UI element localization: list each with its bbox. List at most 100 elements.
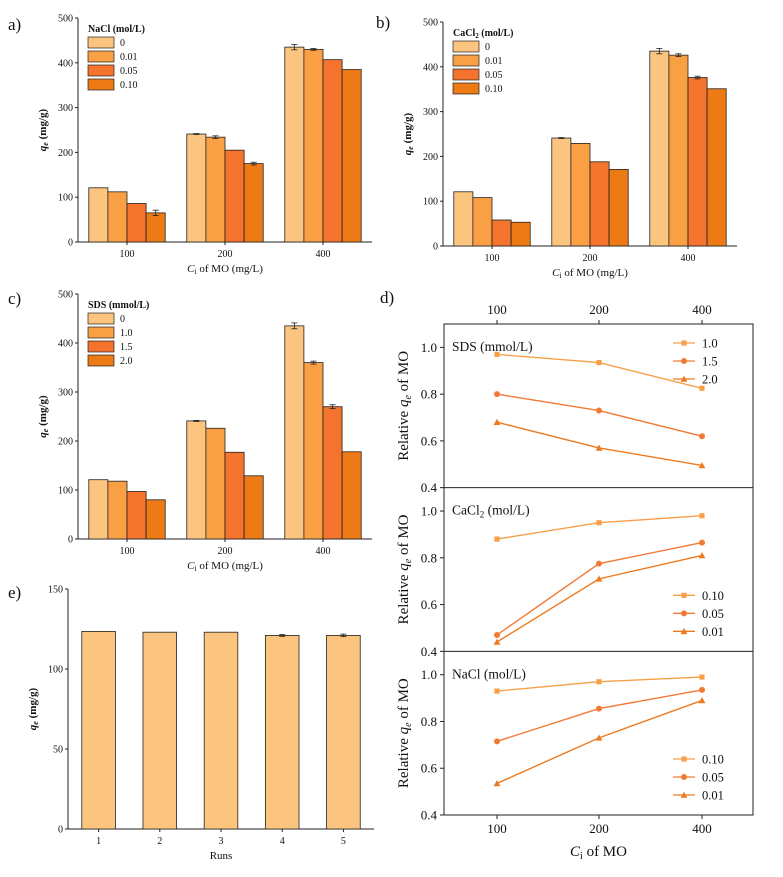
bar [570, 143, 591, 247]
bar [608, 168, 629, 247]
x-tick-label: 100 [120, 546, 135, 557]
bar [107, 191, 128, 243]
legend-swatch [452, 40, 480, 53]
x-tick-label: 200 [583, 253, 598, 264]
legend-label: 1.5 [120, 342, 133, 353]
bar [186, 133, 207, 243]
y-axis-title: qe (mg/g) [402, 112, 415, 155]
y-tick-label: 400 [423, 62, 438, 73]
legend-marker-circle [681, 610, 687, 617]
data-point-circle [494, 391, 500, 398]
data-point-circle [494, 738, 500, 745]
bar [243, 163, 264, 243]
data-point-square [699, 385, 705, 391]
data-point-square [596, 359, 602, 366]
series-line [496, 541, 703, 636]
y-tick-label: 0.8 [421, 387, 437, 402]
x-tick-label: 100 [120, 249, 135, 260]
group-title: CaCl2 (mol/L) [452, 503, 530, 520]
data-point-square [494, 351, 500, 357]
bar [203, 631, 239, 830]
legend-swatch [87, 340, 115, 353]
bar [706, 88, 727, 247]
bar [107, 480, 128, 540]
data-point-triangle [595, 444, 603, 451]
bar [186, 420, 207, 540]
legend-swatch [87, 326, 115, 339]
legend-swatch [87, 50, 115, 63]
y-tick-label: 0.4 [421, 808, 438, 823]
y-tick-label: 1.0 [421, 340, 437, 355]
plot-frame [443, 323, 754, 816]
data-point-circle [596, 705, 602, 712]
y-tick-label: 0.8 [421, 714, 437, 729]
legend-label: 0 [485, 42, 490, 53]
legend-swatch [452, 82, 480, 95]
data-point-triangle [595, 575, 603, 582]
legend-label: 0.01 [702, 789, 724, 803]
x-tick-label: 400 [692, 821, 712, 836]
legend-label: 0.10 [702, 589, 724, 603]
panel-label: c) [8, 289, 21, 308]
y-tick-label: 1.0 [421, 504, 437, 519]
bar-chart-0: 0 100 200 300 400 500 100 200 400 Ci of MO (mg/L)… [8, 14, 372, 276]
y-axis-title: Relative qe of MO [396, 678, 414, 788]
legend-label: 1.0 [120, 328, 133, 339]
line-subpanel-2: 0.4 0.6 0.8 1.0 Relative qe of MO NaCl (mol/L… [396, 666, 724, 822]
y-tick-label: 0.4 [421, 644, 438, 659]
bar [81, 631, 116, 830]
y-tick-label: 500 [58, 14, 73, 25]
bar [668, 54, 689, 247]
panel-label: b) [376, 13, 390, 32]
x-tick-label: 200 [218, 249, 233, 260]
x-axis-title: Runs [210, 850, 233, 862]
legend-label: 0.05 [120, 66, 138, 77]
x-tick-label: 2 [157, 836, 162, 847]
data-point-square [596, 679, 602, 685]
bar [472, 197, 493, 247]
x-tick-label: 200 [218, 546, 233, 557]
group-title: NaCl (mol/L) [452, 666, 526, 681]
x-tick-label: 5 [341, 836, 346, 847]
bar [491, 219, 512, 247]
legend-label: 0.01 [485, 56, 503, 67]
legend-title: NaCl (mol/L) [88, 24, 145, 35]
bar [341, 451, 362, 540]
panel-label: a) [8, 15, 21, 34]
legend-label: 0 [120, 38, 125, 49]
y-tick-label: 0.8 [421, 550, 437, 565]
data-point-triangle [493, 780, 501, 787]
y-axis-title: qe (mg/g) [37, 395, 50, 438]
y-tick-label: 100 [58, 193, 73, 204]
y-tick-label: 0.6 [421, 433, 438, 448]
y-tick-label: 150 [48, 585, 63, 596]
bar [264, 635, 300, 830]
bar-chart-2: 0 100 200 300 400 500 100 200 400 Ci of MO (mg/L)… [8, 289, 372, 573]
y-tick-label: 200 [58, 148, 73, 159]
y-tick-label: 400 [58, 339, 73, 350]
data-point-square [699, 513, 705, 519]
y-axis-title: Relative qe of MO [396, 514, 414, 624]
legend-marker-triangle [680, 791, 688, 798]
data-point-circle [596, 560, 602, 567]
panel-label: e) [8, 583, 21, 602]
y-tick-label: 300 [423, 107, 438, 118]
series-line [496, 515, 703, 540]
x-axis-title: Ci of MO [570, 844, 627, 862]
line-chart-d: d) 100 100 200 200 400 400 Ci of MO 0.4 0.6 0.8 1.0… [380, 288, 754, 862]
bar [88, 187, 109, 243]
legend-marker-square [681, 592, 687, 598]
y-tick-label: 50 [53, 745, 63, 756]
legend-label: 0 [120, 314, 125, 325]
data-point-circle [596, 407, 602, 414]
y-axis-title: qe (mg/g) [27, 687, 40, 730]
bar [303, 362, 324, 540]
legend-swatch [87, 354, 115, 367]
bar [205, 136, 226, 243]
data-point-square [494, 688, 500, 694]
bar-chart-3: 0 50 100 150 1 2 3 4 5 Runs qe (mg/g) e) [8, 583, 374, 862]
data-point-square [699, 674, 705, 680]
legend-label: 2.0 [702, 373, 718, 387]
y-tick-label: 100 [58, 486, 73, 497]
